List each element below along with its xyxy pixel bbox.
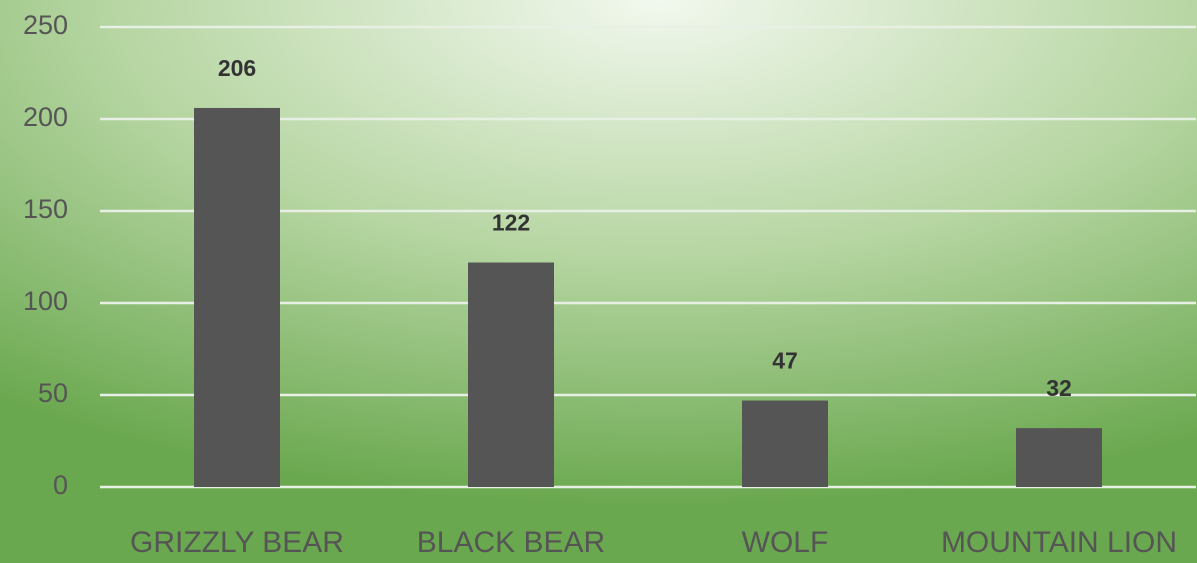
x-tick-label: MOUNTAIN LION: [941, 526, 1177, 559]
bar: [194, 107, 280, 488]
data-label: 32: [1046, 375, 1072, 401]
bar: [1016, 428, 1102, 487]
data-label: 47: [772, 348, 798, 374]
y-tick-label: 100: [23, 286, 68, 316]
y-tick-label: 200: [23, 102, 68, 132]
x-tick-label: BLACK BEAR: [417, 526, 605, 559]
y-tick-label: 50: [38, 378, 68, 408]
x-tick-label: GRIZZLY BEAR: [130, 526, 344, 559]
bar: [468, 262, 554, 487]
y-tick-label: 0: [53, 470, 68, 500]
y-tick-label: 150: [23, 194, 68, 224]
y-tick-label: 250: [23, 10, 68, 40]
bar: [742, 400, 828, 487]
x-tick-label: WOLF: [742, 526, 829, 559]
data-label: 122: [492, 210, 530, 236]
data-label: 206: [218, 55, 256, 81]
